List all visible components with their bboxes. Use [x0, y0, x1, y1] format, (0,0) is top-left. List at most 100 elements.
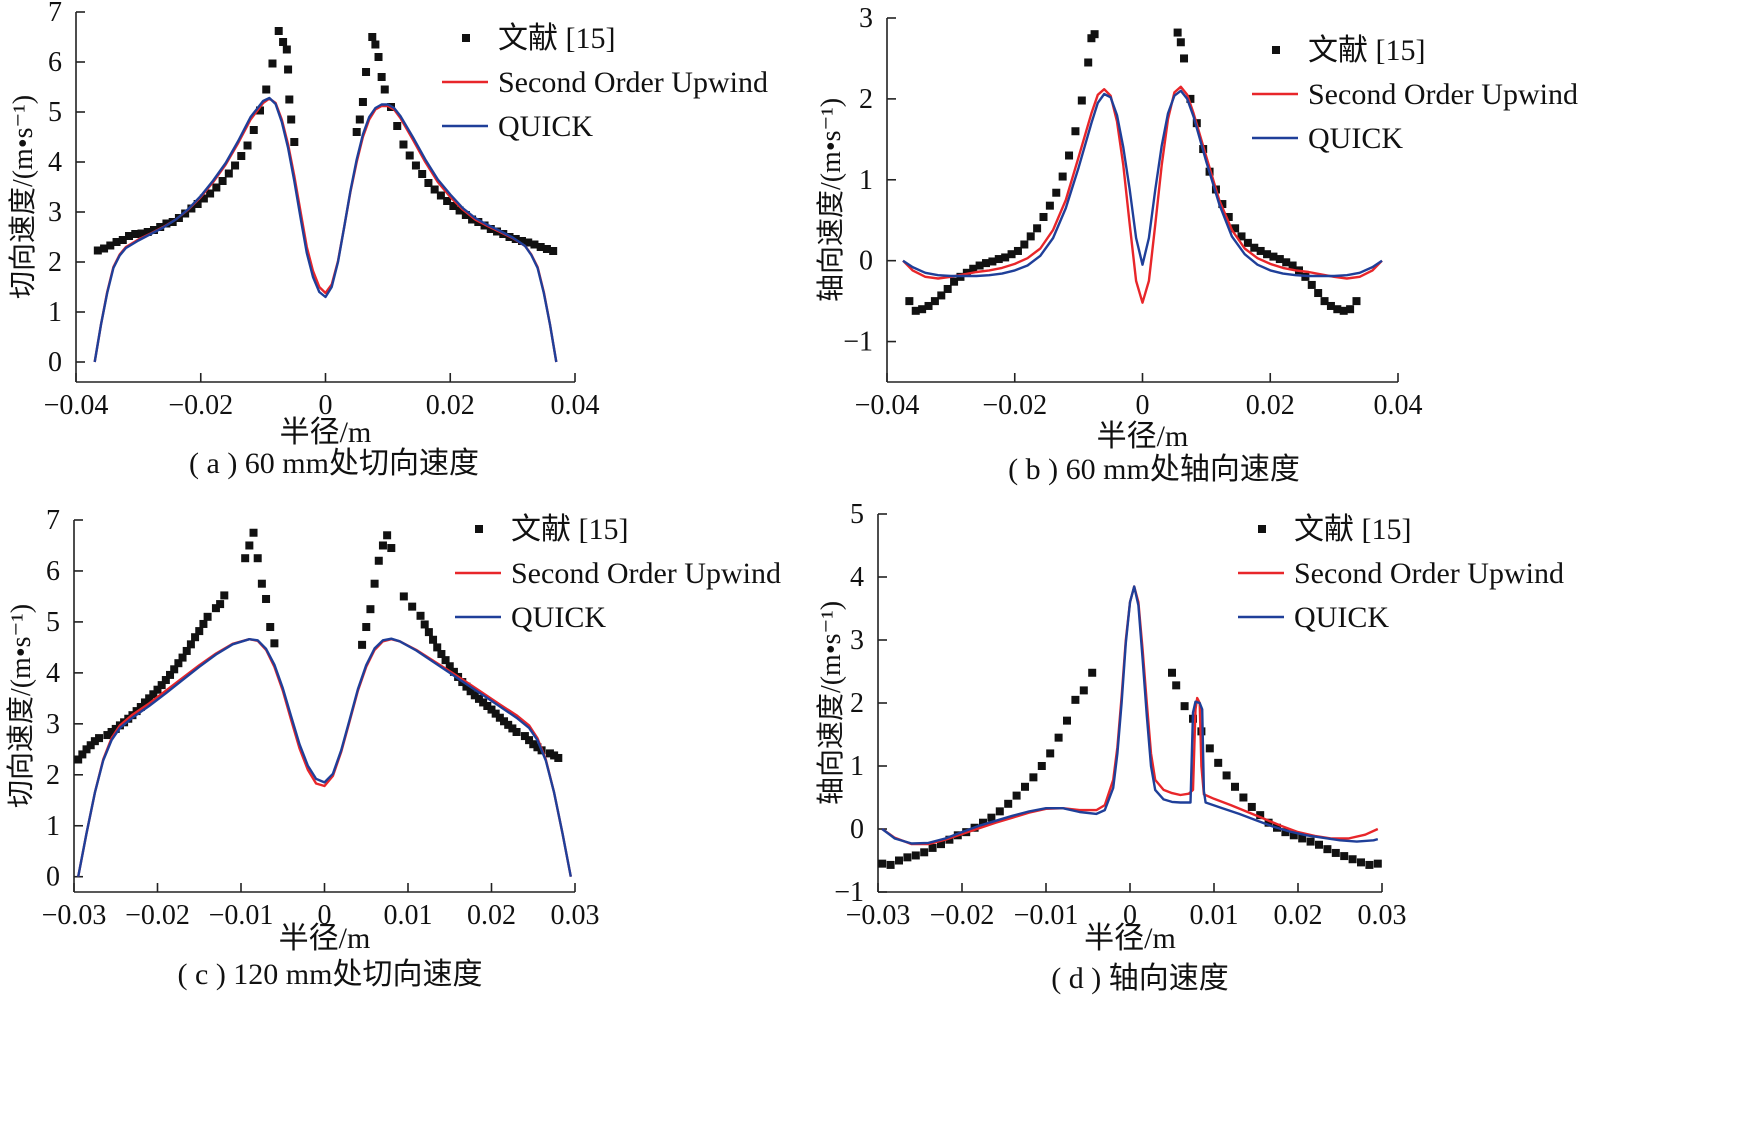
- x-tick-label: −0.04: [855, 390, 920, 421]
- data-point: [370, 579, 379, 588]
- series-line-quick: [93, 96, 558, 363]
- data-point: [1172, 681, 1181, 690]
- data-point: [474, 694, 483, 703]
- x-tick-label: 0.02: [426, 390, 475, 421]
- data-point: [911, 851, 920, 860]
- series-line-second-order-upwind: [77, 638, 572, 877]
- data-point: [1052, 188, 1061, 197]
- data-point: [186, 640, 195, 649]
- data-point: [290, 138, 299, 146]
- y-tick-label: 0: [850, 814, 864, 845]
- data-point: [1205, 744, 1214, 753]
- data-point: [237, 152, 246, 160]
- data-point: [268, 59, 277, 68]
- data-point: [90, 737, 99, 746]
- x-tick-label: 0: [319, 390, 333, 421]
- data-point: [524, 238, 533, 247]
- data-point: [905, 297, 914, 306]
- data-point: [374, 53, 383, 61]
- data-point: [274, 27, 283, 35]
- data-point: [424, 179, 433, 187]
- data-point: [1306, 837, 1315, 846]
- data-point: [1256, 246, 1265, 255]
- data-point: [1088, 668, 1097, 677]
- chart-panel-a: 0 1 2 3 4 5 6 7 −0.04 −0.02 0 0.02 0.04 半径/m 切向速度/(m•s…: [7, 0, 768, 480]
- y-tick-label: −1: [834, 877, 864, 908]
- data-point: [1289, 831, 1298, 840]
- legend: 文献 [15] Second Order Upwind QUICK: [1238, 513, 1564, 634]
- data-point: [199, 619, 208, 628]
- data-point: [257, 579, 266, 588]
- data-point: [1026, 232, 1035, 241]
- y-tick-label: 2: [48, 247, 62, 278]
- data-point: [969, 264, 978, 273]
- data-point: [924, 301, 933, 310]
- y-tick-label: 1: [850, 751, 864, 782]
- y-axis-label: 切向速度/(m•s⁻¹): [5, 604, 37, 808]
- data-point: [536, 243, 545, 251]
- series-line-quick: [77, 637, 572, 877]
- data-point: [256, 106, 265, 115]
- y-tick-label: 4: [850, 562, 864, 593]
- legend-marker: [1272, 46, 1280, 54]
- data-point: [1256, 811, 1265, 820]
- data-point: [1231, 782, 1239, 791]
- data-point: [253, 554, 262, 563]
- data-point: [380, 85, 389, 94]
- data-point: [1237, 232, 1246, 241]
- data-point: [491, 709, 500, 718]
- legend-label: Second Order Upwind: [511, 557, 781, 590]
- y-tick-label: 2: [850, 688, 864, 719]
- data-point: [1250, 243, 1259, 252]
- data-point: [1333, 305, 1342, 314]
- data-point: [1263, 250, 1272, 259]
- data-point: [995, 807, 1004, 816]
- data-point: [262, 85, 271, 94]
- data-point: [533, 743, 542, 752]
- data-point: [212, 183, 221, 192]
- data-point: [1331, 848, 1340, 857]
- data-point: [1269, 252, 1278, 261]
- data-point: [545, 749, 554, 758]
- data-point: [1247, 802, 1256, 811]
- x-tick-label: 0.01: [1190, 900, 1239, 931]
- data-point: [203, 612, 212, 621]
- x-tick-label: 0: [1136, 390, 1150, 421]
- data-point: [112, 238, 121, 246]
- data-point: [920, 848, 929, 857]
- data-point: [118, 236, 127, 244]
- data-point: [1168, 668, 1176, 677]
- data-point: [529, 740, 538, 749]
- legend-label: Second Order Upwind: [498, 66, 768, 99]
- x-tick-label: 0.02: [467, 900, 516, 931]
- data-point: [140, 698, 149, 707]
- data-point: [1077, 96, 1086, 105]
- legend: 文献 [15] Second Order Upwind QUICK: [455, 513, 781, 634]
- data-point: [216, 600, 225, 609]
- legend-label: 文献 [15]: [1308, 34, 1425, 67]
- data-point: [441, 656, 450, 665]
- data-point: [1173, 28, 1182, 37]
- y-tick-label: 0: [48, 347, 62, 378]
- data-point: [86, 741, 95, 750]
- data-point: [82, 745, 91, 754]
- data-point: [878, 859, 887, 868]
- data-point: [988, 257, 997, 266]
- data-point: [1340, 852, 1349, 861]
- data-point: [206, 189, 215, 198]
- data-point: [437, 650, 446, 659]
- data-point: [1065, 151, 1074, 160]
- data-point: [937, 840, 945, 849]
- series-reference-markers: [74, 528, 563, 764]
- data-point: [157, 681, 166, 690]
- data-point: [1264, 818, 1273, 827]
- data-point: [443, 197, 452, 205]
- data-point: [103, 731, 112, 740]
- y-tick-label: 1: [46, 811, 60, 842]
- data-point: [74, 755, 83, 764]
- data-point: [436, 191, 445, 200]
- data-point: [1365, 860, 1374, 869]
- data-point: [399, 592, 408, 601]
- data-point: [408, 602, 417, 611]
- data-point: [445, 662, 454, 671]
